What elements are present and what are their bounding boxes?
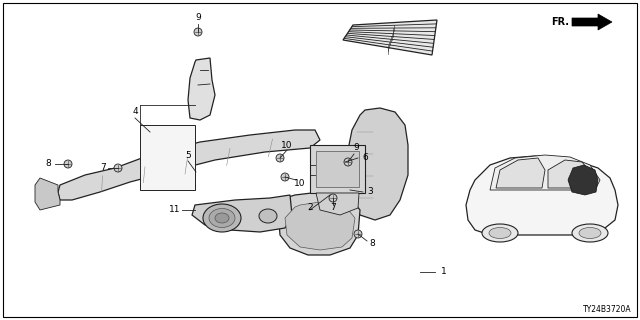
Polygon shape [316, 193, 359, 215]
Text: TY24B3720A: TY24B3720A [584, 305, 632, 314]
Polygon shape [572, 14, 612, 30]
Polygon shape [466, 156, 618, 235]
Bar [140, 125, 195, 190]
Ellipse shape [489, 228, 511, 238]
Polygon shape [348, 108, 408, 220]
Circle shape [64, 160, 72, 168]
Bar [310, 145, 365, 193]
Text: 7: 7 [330, 204, 336, 212]
Polygon shape [548, 160, 592, 188]
Text: 1: 1 [441, 268, 447, 276]
Text: 6: 6 [362, 154, 368, 163]
Polygon shape [343, 20, 437, 55]
Ellipse shape [482, 224, 518, 242]
Text: 3: 3 [367, 188, 373, 196]
Polygon shape [285, 202, 355, 250]
Ellipse shape [579, 228, 601, 238]
Text: 5: 5 [185, 150, 191, 159]
Bar [316, 151, 359, 187]
Ellipse shape [203, 204, 241, 232]
Ellipse shape [209, 209, 235, 228]
Text: 7: 7 [100, 164, 106, 172]
Text: 9: 9 [195, 13, 201, 22]
Polygon shape [278, 192, 360, 255]
Ellipse shape [572, 224, 608, 242]
Circle shape [276, 154, 284, 162]
Polygon shape [192, 195, 292, 232]
Polygon shape [490, 155, 600, 190]
Text: FR.: FR. [551, 17, 569, 27]
Text: 2: 2 [307, 203, 313, 212]
Circle shape [344, 158, 352, 166]
Circle shape [194, 28, 202, 36]
Text: 10: 10 [281, 140, 292, 149]
Text: 11: 11 [169, 205, 180, 214]
Polygon shape [188, 58, 215, 120]
Ellipse shape [215, 213, 229, 223]
Text: 9: 9 [353, 143, 359, 153]
Ellipse shape [259, 209, 277, 223]
Circle shape [354, 230, 362, 238]
Polygon shape [568, 165, 598, 195]
Circle shape [281, 173, 289, 181]
Polygon shape [496, 158, 545, 188]
Polygon shape [322, 153, 348, 196]
Polygon shape [35, 178, 60, 210]
Text: 10: 10 [294, 179, 306, 188]
Polygon shape [58, 130, 320, 200]
Text: 4: 4 [132, 108, 138, 116]
Circle shape [329, 194, 337, 202]
Text: 8: 8 [369, 239, 375, 249]
Text: 8: 8 [45, 159, 51, 169]
Circle shape [114, 164, 122, 172]
